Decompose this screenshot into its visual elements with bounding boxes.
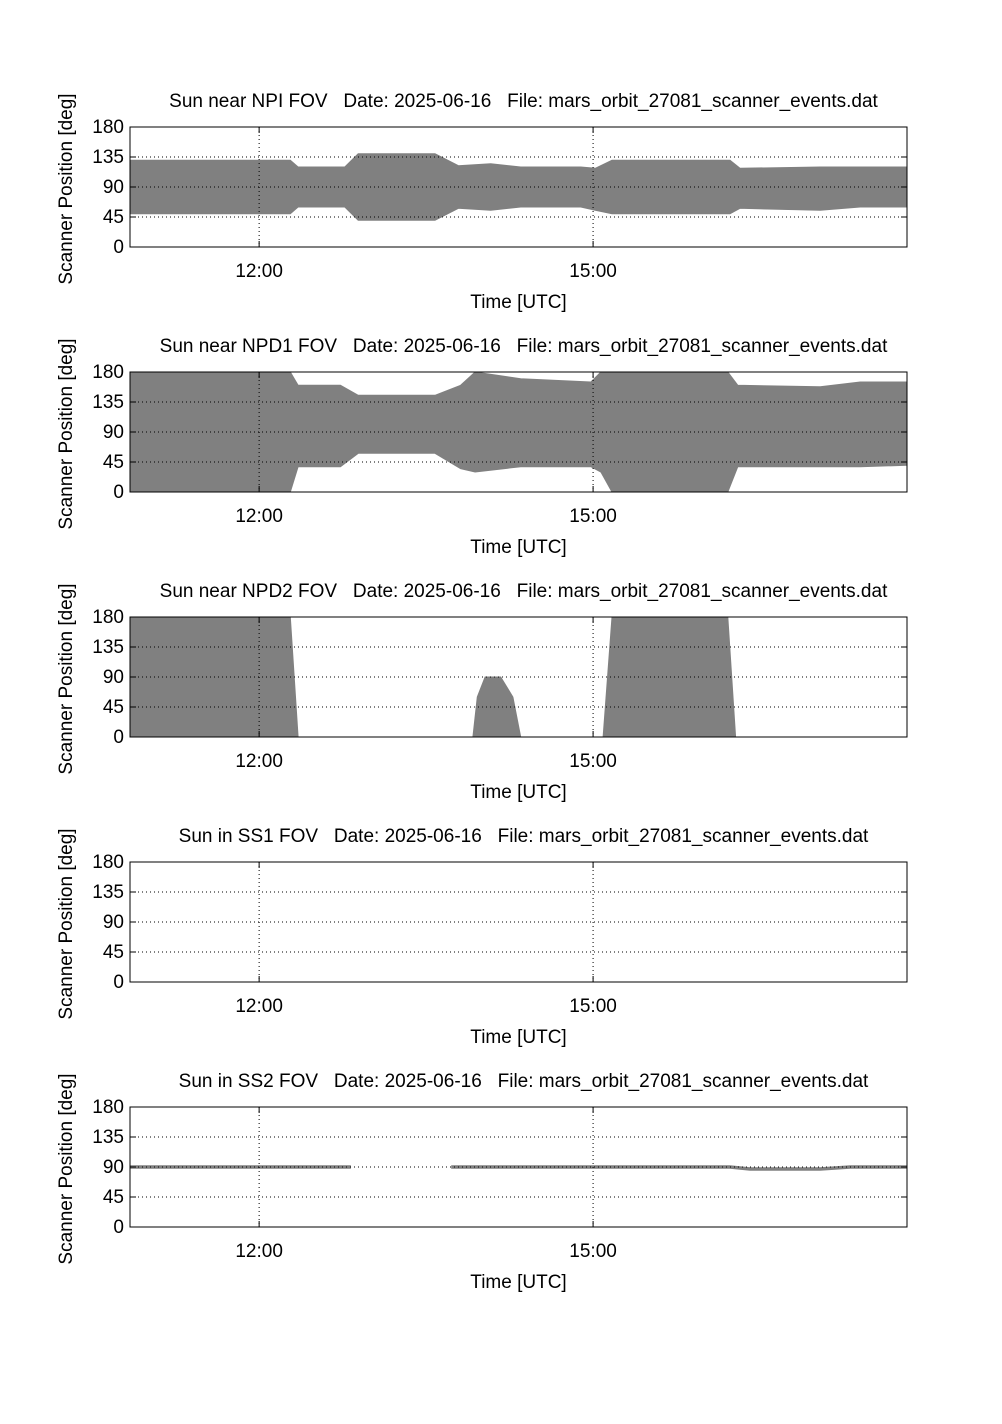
x-axis-label: Time [UTC] [470,1027,566,1048]
x-tick-label: 12:00 [235,261,283,282]
y-axis-label: Scanner Position [deg] [56,583,77,774]
y-tick-label: 90 [103,667,124,688]
plot-frame [129,1106,908,1228]
chart-title: Sun near NPI FOV Date: 2025-06-16 File: … [169,91,878,112]
x-tick-label: 15:00 [569,261,617,282]
x-axis-label: Time [UTC] [470,1272,566,1293]
y-tick-label: 0 [113,1217,124,1238]
x-axis-label: Time [UTC] [470,292,566,313]
y-axis-label: Scanner Position [deg] [56,93,77,284]
y-tick-label: 45 [103,207,124,228]
y-tick-label: 90 [103,1157,124,1178]
y-tick-label: 45 [103,452,124,473]
band-area [129,1165,351,1169]
y-tick-label: 135 [92,392,124,413]
x-tick-label: 12:00 [235,751,283,772]
x-tick-label: 15:00 [569,506,617,527]
y-axis-label: Scanner Position [deg] [56,338,77,529]
y-tick-label: 45 [103,697,124,718]
plot-frame [129,616,908,738]
y-tick-label: 135 [92,147,124,168]
chart-title: Sun near NPD1 FOV Date: 2025-06-16 File:… [160,336,888,357]
y-tick-label: 180 [92,117,124,138]
y-tick-label: 0 [113,972,124,993]
y-tick-label: 0 [113,237,124,258]
plot-frame [129,371,908,493]
y-axis-label: Scanner Position [deg] [56,828,77,1019]
y-tick-label: 135 [92,1127,124,1148]
y-tick-label: 45 [103,1187,124,1208]
y-tick-label: 45 [103,942,124,963]
y-tick-label: 135 [92,882,124,903]
x-tick-label: 12:00 [235,506,283,527]
x-tick-label: 15:00 [569,1241,617,1262]
y-tick-label: 180 [92,607,124,628]
plot-frame [129,861,908,983]
band-area [451,1165,908,1171]
x-tick-label: 15:00 [569,996,617,1017]
y-tick-label: 180 [92,1097,124,1118]
x-tick-label: 12:00 [235,996,283,1017]
y-tick-label: 180 [92,362,124,383]
chart-title: Sun in SS1 FOV Date: 2025-06-16 File: ma… [179,826,869,847]
y-tick-label: 90 [103,912,124,933]
y-tick-label: 0 [113,727,124,748]
plot-frame [129,126,908,248]
y-tick-label: 90 [103,177,124,198]
y-tick-label: 90 [103,422,124,443]
y-tick-label: 180 [92,852,124,873]
y-axis-label: Scanner Position [deg] [56,1073,77,1264]
chart-title: Sun in SS2 FOV Date: 2025-06-16 File: ma… [179,1071,869,1092]
chart-title: Sun near NPD2 FOV Date: 2025-06-16 File:… [160,581,888,602]
x-tick-label: 15:00 [569,751,617,772]
band-area [472,676,522,738]
y-tick-label: 135 [92,637,124,658]
y-tick-label: 0 [113,482,124,503]
x-tick-label: 12:00 [235,1241,283,1262]
x-axis-label: Time [UTC] [470,537,566,558]
x-axis-label: Time [UTC] [470,782,566,803]
